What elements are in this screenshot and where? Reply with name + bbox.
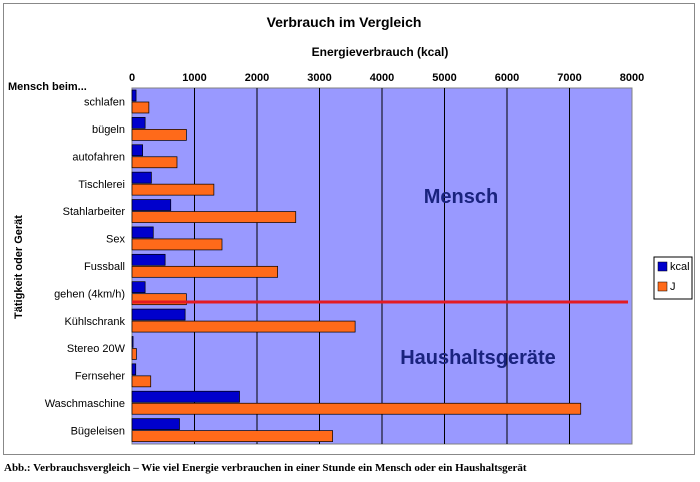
x-tick-labels: 0 1000 2000 3000 4000 5000 6000 7000 8000 (129, 72, 644, 84)
bar-kcal (131, 390, 240, 403)
x-tick-label: 0 (129, 72, 135, 84)
chart-frame: Verbrauch im Vergleich Energieverbrauch … (3, 3, 695, 455)
x-tick-label: 8000 (620, 72, 644, 84)
bar-kcal (131, 253, 166, 266)
figure-caption: Abb.: Verbrauchsvergleich – Wie viel Ene… (4, 462, 527, 474)
x-tick-label: 4000 (370, 72, 394, 84)
category-label: Fernseher (75, 371, 125, 383)
bars (131, 89, 582, 442)
bar-j (131, 129, 187, 141)
x-tick-label: 2000 (245, 72, 269, 84)
annotation-mensch: Mensch (424, 186, 498, 208)
category-label: gehen (4km/h) (54, 288, 125, 300)
x-tick-label: 3000 (307, 72, 331, 84)
legend-swatch-kcal (657, 261, 668, 272)
bar-kcal (131, 418, 180, 430)
bar-j (131, 293, 187, 306)
bar-j (131, 211, 297, 223)
bar-kcal (131, 199, 172, 211)
gridlines (194, 88, 570, 444)
x-tick-label: 6000 (495, 72, 519, 84)
category-header: Mensch beim... (8, 81, 87, 93)
category-label: schlafen (84, 97, 125, 109)
bar-j (131, 101, 150, 114)
bar-kcal (131, 226, 154, 239)
bar-j (131, 238, 223, 251)
category-label: Stahlarbeiter (63, 206, 126, 218)
chart-title: Verbrauch im Vergleich (267, 14, 422, 30)
bar-kcal (131, 144, 143, 157)
category-label: Waschmaschine (45, 398, 125, 410)
chart: Verbrauch im Vergleich Energieverbrauch … (8, 14, 693, 445)
bar-kcal (131, 281, 146, 294)
annotation-haushaltsgeraete: Haushaltsgeräte (400, 347, 556, 369)
bar-j (131, 375, 152, 388)
bar-j (131, 402, 582, 415)
category-label: Bügeleisen (71, 425, 125, 437)
bar-kcal (131, 363, 137, 376)
bar-kcal (131, 308, 186, 321)
category-label: Tischlerei (78, 179, 125, 191)
bar-kcal (131, 89, 137, 102)
bar-j (131, 265, 278, 278)
bar-kcal (131, 117, 146, 129)
y-axis-label: Tätigkeit oder Gerät (13, 215, 25, 319)
x-tick-label: 5000 (432, 72, 456, 84)
category-label: Sex (106, 234, 125, 246)
category-label: bügeln (92, 124, 125, 136)
bar-j (131, 320, 356, 333)
bar-kcal (131, 171, 152, 184)
category-label: Kühlschrank (64, 316, 125, 328)
legend-label-j: J (670, 281, 676, 293)
category-label: Stereo 20W (67, 343, 126, 355)
x-tick-label: 7000 (557, 72, 581, 84)
x-axis-label: Energieverbrauch (kcal) (312, 45, 449, 59)
bar-kcal (131, 336, 134, 348)
legend-label-kcal: kcal (670, 261, 690, 273)
category-label: autofahren (72, 151, 125, 163)
bar-j (131, 348, 137, 360)
legend-swatch-j (657, 281, 668, 292)
bar-j (131, 430, 333, 442)
bar-j (131, 183, 215, 196)
x-tick-label: 1000 (182, 72, 206, 84)
bar-j (131, 156, 178, 169)
legend-box (653, 256, 693, 300)
legend: kcal J (653, 256, 693, 300)
category-labels: schlafen bügeln autofahren Tischlerei Stahla… (45, 97, 126, 438)
category-label: Fussball (84, 261, 125, 273)
